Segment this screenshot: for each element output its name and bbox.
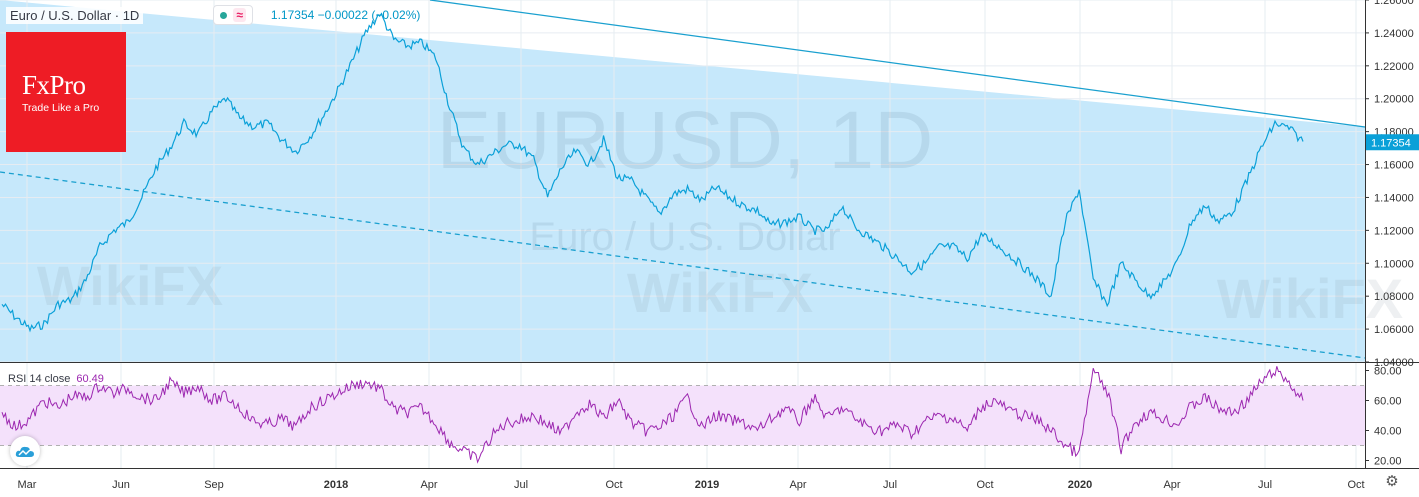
last-price-tag xyxy=(1366,134,1419,151)
x-tick-label: Apr xyxy=(420,479,437,491)
rsi-tick-label: 40.00 xyxy=(1374,426,1402,438)
rsi-legend[interactable]: RSI 14 close 60.49 xyxy=(8,373,104,385)
watermark-wikifx-1: WikiFX xyxy=(627,261,813,324)
y-tick-label: 1.10000 xyxy=(1374,258,1414,270)
y-tick-label: 1.12000 xyxy=(1374,225,1414,237)
x-tick-label: Mar xyxy=(18,479,37,491)
y-tick-label: 1.04000 xyxy=(1374,357,1414,369)
gear-icon[interactable]: ⚙ xyxy=(1385,473,1399,490)
x-tick-label: 2018 xyxy=(324,479,348,491)
symbol-header: Euro / U.S. Dollar · 1D ≈ 1.17354 −0.000… xyxy=(6,4,420,26)
x-tick-label: Jun xyxy=(112,479,130,491)
rsi-line xyxy=(1,366,1304,464)
y-tick-label: 1.16000 xyxy=(1374,160,1414,172)
rsi-value: 60.49 xyxy=(76,373,104,385)
rsi-tick-label: 80.00 xyxy=(1374,366,1402,378)
watermark-symbol: EURUSD, 1D xyxy=(437,95,934,186)
x-tick-label: Oct xyxy=(976,479,993,491)
x-tick-label: 2020 xyxy=(1068,479,1092,491)
indicator-toggle[interactable]: ≈ xyxy=(213,5,253,25)
cloud-icon xyxy=(15,446,35,457)
x-tick-label: 2019 xyxy=(695,479,719,491)
y-tick-label: 1.14000 xyxy=(1374,192,1414,204)
y-tick-label: 1.26000 xyxy=(1374,0,1414,7)
watermark-wikifx-2: WikiFX xyxy=(1217,267,1403,330)
watermark-wikifx-0: WikiFX xyxy=(37,254,223,317)
watermark-name: Euro / U.S. Dollar xyxy=(529,215,840,259)
fxpro-logo: FxPro Trade Like a Pro xyxy=(6,32,126,152)
rsi-tick-label: 60.00 xyxy=(1374,396,1402,408)
wave-icon[interactable]: ≈ xyxy=(233,8,246,22)
logo-brand: FxPro xyxy=(22,70,86,100)
x-tick-label: Sep xyxy=(204,479,224,491)
upper-trend-line xyxy=(429,0,1366,128)
rsi-label: RSI 14 close xyxy=(8,373,71,385)
price-line xyxy=(1,12,1304,333)
x-tick-label: Jul xyxy=(1258,479,1272,491)
y-tick-label: 1.24000 xyxy=(1374,28,1414,40)
lower-trend-line xyxy=(0,171,1366,359)
x-tick-label: Jul xyxy=(883,479,897,491)
x-tick-label: Oct xyxy=(605,479,622,491)
tradingview-logo-button[interactable] xyxy=(10,436,40,466)
x-tick-label: Apr xyxy=(1163,479,1180,491)
y-tick-label: 1.22000 xyxy=(1374,61,1414,73)
price-readout: 1.17354 −0.00022 (−0.02%) xyxy=(270,8,421,22)
y-tick-label: 1.08000 xyxy=(1374,291,1414,303)
last-price-value: 1.17354 xyxy=(1371,137,1411,149)
x-tick-label: Jul xyxy=(514,479,528,491)
symbol-title[interactable]: Euro / U.S. Dollar · 1D xyxy=(6,6,144,24)
rsi-tick-label: 20.00 xyxy=(1374,456,1402,468)
y-tick-label: 1.20000 xyxy=(1374,94,1414,106)
x-tick-label: Oct xyxy=(1347,479,1364,491)
y-tick-label: 1.06000 xyxy=(1374,324,1414,336)
logo-tagline: Trade Like a Pro xyxy=(22,102,100,114)
x-tick-label: Apr xyxy=(789,479,806,491)
rsi-band xyxy=(0,385,1365,446)
status-dot-icon xyxy=(220,11,228,19)
